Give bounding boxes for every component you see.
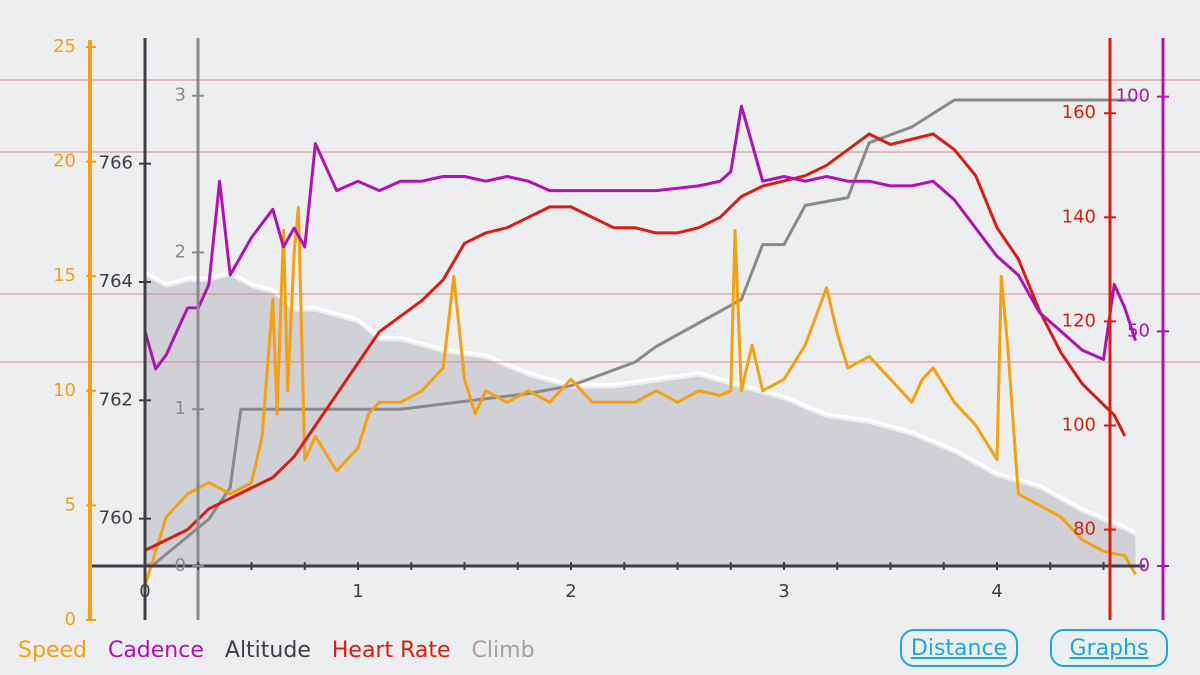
legend-heart-rate[interactable]: Heart Rate bbox=[331, 638, 451, 663]
altitude-area-edge bbox=[144, 270, 1137, 534]
series-cadence bbox=[143, 104, 1137, 371]
speed-tick-label: 10 bbox=[53, 380, 76, 401]
altitude-tick-label: 766 bbox=[99, 153, 133, 174]
speed-tick-label: 15 bbox=[53, 265, 76, 286]
altitude-tick-label: 764 bbox=[99, 271, 133, 292]
climb-tick-label: 2 bbox=[175, 241, 186, 262]
x-tick-label: 1 bbox=[352, 581, 363, 602]
series-lines bbox=[143, 98, 1137, 587]
speed-tick-label: 5 bbox=[65, 494, 76, 515]
heart-rate-tick-label: 80 bbox=[1073, 519, 1096, 540]
x-tick-label: 3 bbox=[778, 581, 789, 602]
legend: Speed Cadence Altitude Heart Rate Climb bbox=[18, 638, 549, 663]
climb-tick-label: 1 bbox=[175, 398, 186, 419]
heart-rate-tick-label: 140 bbox=[1062, 206, 1096, 227]
series-climb bbox=[144, 98, 1136, 568]
altitude-tick-label: 762 bbox=[99, 389, 133, 410]
legend-altitude[interactable]: Altitude bbox=[224, 638, 311, 663]
legend-cadence[interactable]: Cadence bbox=[107, 638, 204, 663]
legend-climb[interactable]: Climb bbox=[471, 638, 535, 663]
speed-tick-label: 0 bbox=[65, 609, 76, 630]
climb-tick-label: 0 bbox=[175, 555, 186, 576]
x-tick-label: 2 bbox=[565, 581, 576, 602]
climb-tick-label: 3 bbox=[175, 85, 186, 106]
speed-tick-label: 20 bbox=[53, 151, 76, 172]
cadence-tick-label: 50 bbox=[1127, 320, 1150, 341]
speed-tick-label: 25 bbox=[53, 36, 76, 57]
x-tick-label: 0 bbox=[139, 581, 150, 602]
altitude-area-fill bbox=[145, 276, 1136, 566]
cadence-tick-label: 0 bbox=[1139, 555, 1150, 576]
axes bbox=[86, 38, 1169, 621]
altitude-tick-label: 760 bbox=[99, 508, 133, 529]
graphs-button[interactable]: Graphs bbox=[1050, 629, 1168, 667]
series-heart-rate bbox=[144, 132, 1127, 552]
heart-rate-tick-label: 120 bbox=[1062, 310, 1096, 331]
altitude-area bbox=[144, 270, 1137, 566]
heart-rate-tick-label: 100 bbox=[1062, 414, 1096, 435]
legend-speed[interactable]: Speed bbox=[18, 638, 87, 663]
distance-button[interactable]: Distance bbox=[900, 629, 1018, 667]
heart-rate-tick-label: 160 bbox=[1062, 102, 1096, 123]
series-speed bbox=[143, 205, 1137, 587]
cadence-tick-label: 100 bbox=[1116, 86, 1150, 107]
tick-labels: 0 1 2 3 4 0 5 10 15 20 25 760 762 764 766 0 1 2 3 80 100 120 1… bbox=[53, 36, 1150, 630]
x-tick-label: 4 bbox=[991, 581, 1002, 602]
